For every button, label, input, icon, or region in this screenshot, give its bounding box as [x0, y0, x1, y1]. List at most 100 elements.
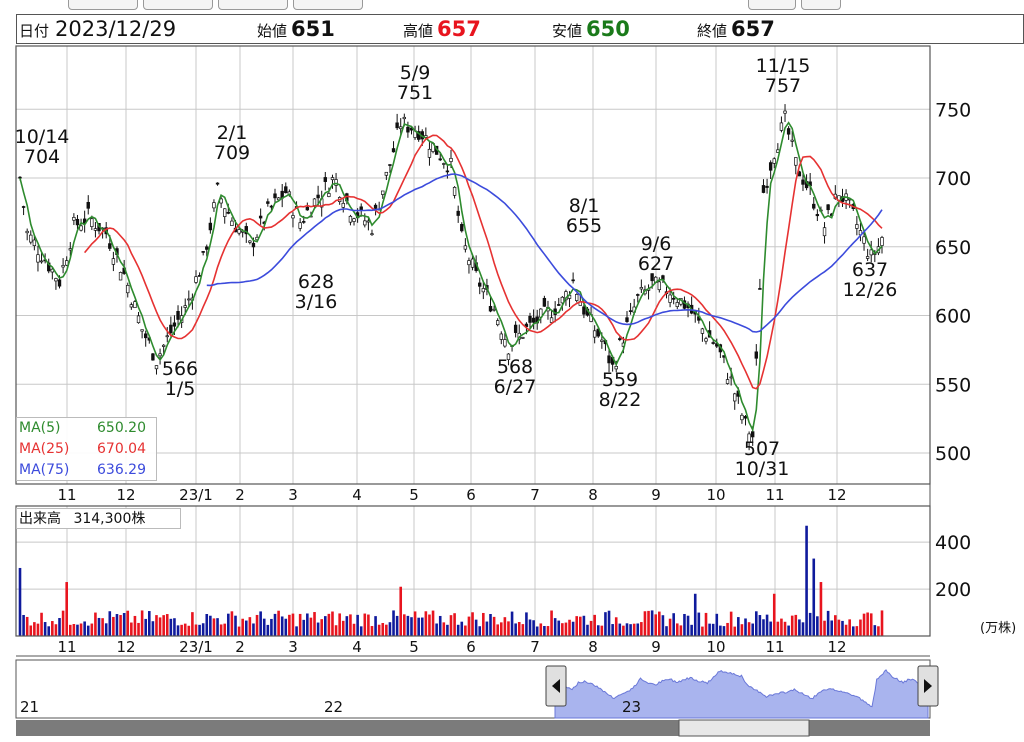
volume-bar [769, 621, 772, 636]
month-label: 10 [706, 638, 725, 656]
volume-bar [776, 621, 780, 636]
month-label: 4 [352, 486, 362, 504]
axis-labels: 500 550 600 650 700 750 11 11 12 12 23/1 23/1 2 2 3 3 4 4… [57, 99, 1016, 656]
volume-bar [794, 614, 798, 636]
candle-body [790, 139, 794, 142]
high-value: 657 [437, 17, 481, 41]
zoom-button[interactable] [748, 0, 796, 10]
candle-body [334, 179, 338, 186]
candle-body [302, 221, 306, 223]
candle-body [90, 218, 94, 227]
annotation-label: 8/22 [599, 389, 642, 411]
volume-bar [144, 618, 148, 636]
volume-bar [600, 625, 604, 636]
volume-bar [568, 619, 571, 636]
annotation-label: 568 [497, 356, 533, 378]
volume-bar [596, 625, 600, 636]
volume-bar [880, 610, 884, 636]
candle-body [144, 333, 148, 339]
volume-bar [873, 625, 877, 636]
period-button[interactable] [143, 0, 213, 10]
candle-body [618, 338, 622, 341]
candle-body [158, 353, 162, 357]
candle-body [592, 330, 597, 338]
volume-bar [855, 626, 859, 636]
volume-bar [532, 620, 535, 636]
scrollbar-thumb[interactable] [678, 719, 810, 737]
volume-bar [306, 613, 309, 636]
candle-body [381, 190, 385, 195]
month-label: 11 [57, 486, 76, 504]
volume-bar [543, 625, 546, 636]
volume-bar [352, 623, 356, 636]
candle-body [108, 243, 112, 249]
month-label: 11 [765, 486, 784, 504]
volume-bar [550, 610, 553, 636]
zoom-button[interactable] [801, 0, 841, 10]
candle-body [388, 164, 392, 166]
month-label: 3 [288, 486, 298, 504]
candle-body [161, 344, 166, 347]
volume-bar [841, 620, 844, 636]
month-label: 7 [530, 486, 540, 504]
volume-bar [403, 614, 406, 636]
candle-body [244, 226, 248, 235]
volume-bar [553, 618, 557, 636]
volume-bar [122, 612, 126, 636]
close-field: 終値 657 [697, 17, 775, 41]
candle-body [758, 288, 762, 290]
candle-body [284, 186, 288, 194]
annotation-label: 2/1 [217, 122, 248, 144]
volume-bar [851, 626, 855, 636]
volume-bar [607, 610, 611, 636]
candle-body [826, 204, 830, 211]
volume-bar [259, 611, 262, 636]
period-button[interactable] [293, 0, 363, 10]
month-label: 23/1 [179, 486, 213, 504]
price-tick-label: 500 [935, 443, 971, 465]
volume-bar [284, 618, 288, 636]
candle-body [575, 294, 579, 301]
volume-bar [816, 616, 819, 636]
volume-bar [826, 610, 830, 636]
candle-body [531, 317, 536, 323]
candle-body [251, 242, 256, 248]
volume-bar [521, 624, 525, 636]
candle-body [614, 366, 618, 370]
candle-body [467, 260, 471, 266]
volume-bar [385, 624, 388, 636]
volume-bar [708, 623, 711, 636]
month-label: 4 [352, 638, 362, 656]
month-label: 9 [651, 638, 661, 656]
volume-bar [787, 625, 790, 636]
volume-bar [22, 614, 25, 636]
candle-body [700, 328, 705, 334]
volume-bar [711, 623, 715, 636]
low-label: 安値 [552, 22, 583, 40]
candle-body [352, 218, 356, 222]
candle-body [855, 224, 859, 229]
volume-bar [675, 623, 679, 636]
annotation-label: 8/1 [569, 195, 600, 217]
volume-bar [834, 615, 837, 636]
period-button[interactable] [68, 0, 138, 10]
candle-body [363, 220, 367, 226]
date-label: 日付 [19, 22, 50, 40]
volume-bar [614, 617, 618, 636]
candle-body [133, 301, 137, 309]
candle-body [165, 335, 169, 338]
annotation-label: 10/14 [15, 126, 70, 148]
month-label: 12 [827, 638, 846, 656]
volume-bar [420, 617, 424, 636]
volume-bar [183, 623, 187, 636]
volume-bar [388, 622, 392, 636]
volume-bar [406, 615, 410, 636]
volume-bar [417, 617, 420, 636]
open-field: 始値 651 [257, 17, 335, 41]
candle-body [305, 206, 310, 211]
volume-bar [76, 624, 79, 636]
candle-body [330, 177, 335, 181]
candle-body [21, 206, 26, 208]
period-button[interactable] [218, 0, 288, 10]
